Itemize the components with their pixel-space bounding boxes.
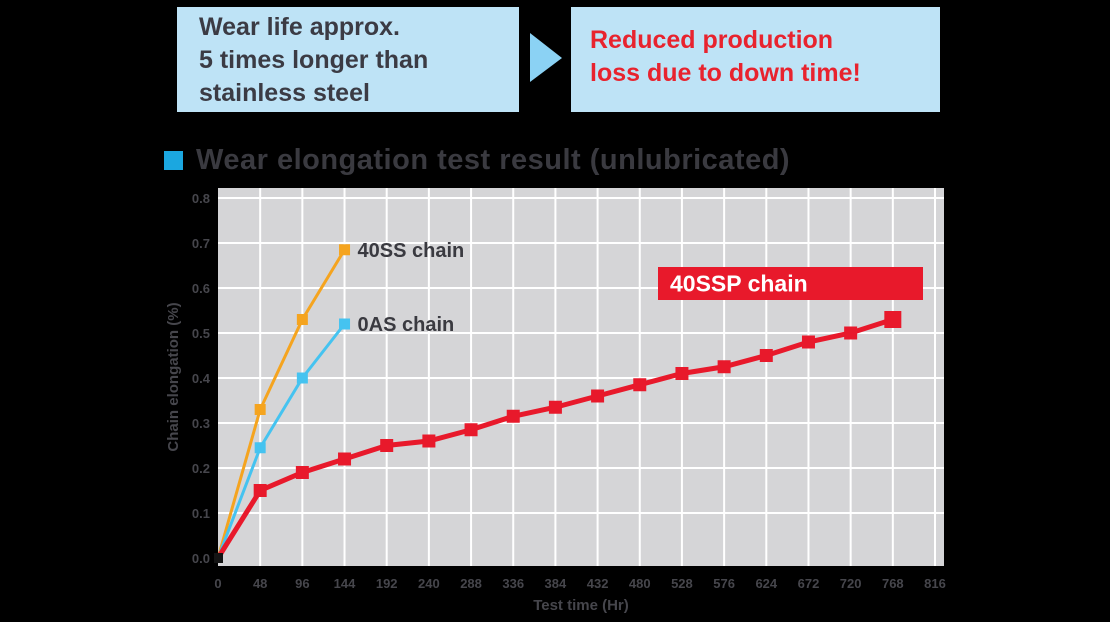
data-point-marker: [675, 367, 689, 380]
x-tick-label: 336: [502, 576, 524, 591]
data-point-marker: [339, 318, 351, 330]
data-point-marker: [296, 314, 308, 325]
data-point-marker: [633, 378, 647, 392]
origin-marker: [214, 553, 223, 563]
x-tick-label: 384: [545, 576, 567, 591]
y-tick-label: 0.8: [192, 191, 210, 206]
data-point-marker: [338, 452, 352, 466]
data-point-marker: [254, 442, 266, 454]
data-point-marker: [506, 409, 520, 423]
y-tick-label: 0.6: [192, 281, 210, 296]
data-point-marker: [844, 326, 858, 340]
y-tick-label: 0.4: [192, 371, 211, 386]
callout-wear-life-text: Wear life approx. 5 times longer than st…: [199, 13, 429, 107]
section-heading-text: Wear elongation test result (unlubricate…: [196, 144, 791, 176]
data-point-marker: [295, 466, 309, 479]
data-point-marker: [339, 244, 351, 256]
series-label: 40SS chain: [358, 240, 465, 262]
axis-titles: Test time (Hr) Chain elongation (%): [165, 302, 629, 614]
section-heading: Wear elongation test result (unlubricate…: [164, 144, 790, 177]
y-tick-label: 0.3: [192, 416, 210, 431]
y-tick-label: 0.0: [192, 551, 210, 566]
x-tick-label: 672: [798, 576, 820, 591]
y-tick-label: 0.5: [192, 326, 210, 341]
series-label: 40SSP chain: [670, 271, 808, 297]
series-label-box: [658, 267, 923, 300]
tick-labels: 0 48 96 144 192 240 288 336 384 432 480 528 576 624 67…: [192, 191, 946, 591]
series-label: 0AS chain: [358, 314, 455, 336]
arrow-right-icon: [530, 33, 562, 82]
series-40ss-chain: 40SS chain: [216, 240, 465, 559]
data-point-marker: [296, 372, 308, 384]
x-tick-label: 48: [253, 576, 267, 591]
wear-elongation-chart: 0 48 96 144 192 240 288 336 384 432 480 528 576 624 67…: [165, 188, 946, 614]
x-tick-label: 480: [629, 576, 651, 591]
x-tick-label: 288: [460, 576, 482, 591]
data-point-marker: [253, 484, 267, 497]
x-tick-label: 768: [882, 576, 904, 591]
series-line: [216, 323, 346, 559]
bullet-square-icon: [164, 151, 183, 170]
x-tick-label: 96: [295, 576, 309, 591]
x-tick-label: 192: [376, 576, 398, 591]
y-tick-label: 0.1: [192, 506, 210, 521]
series-line: [216, 248, 346, 559]
x-tick-label: 624: [755, 576, 777, 591]
x-tick-label: 0: [214, 576, 221, 591]
data-point-marker: [801, 335, 815, 349]
x-axis-title: Test time (Hr): [533, 597, 629, 614]
data-point-marker: [591, 389, 605, 403]
x-tick-label: 240: [418, 576, 440, 591]
data-point-marker: [717, 360, 731, 374]
y-axis-title: Chain elongation (%): [165, 302, 182, 451]
series-0as-chain: 0AS chain: [216, 314, 455, 559]
y-tick-label: 0.2: [192, 461, 210, 476]
data-point-marker: [548, 400, 562, 414]
callout-wear-life: Wear life approx. 5 times longer than st…: [177, 7, 519, 112]
callout-reduced-loss-text: Reduced production loss due to down time…: [590, 26, 861, 87]
x-tick-label: 720: [840, 576, 862, 591]
series-40ssp-chain: 40SSP chain: [215, 267, 923, 560]
callout-reduced-loss: Reduced production loss due to down time…: [571, 7, 940, 112]
data-point-marker: [254, 404, 266, 415]
x-tick-label: 144: [334, 576, 356, 591]
data-point-marker: [380, 439, 394, 452]
data-point-marker: [422, 434, 436, 448]
x-tick-label: 432: [587, 576, 609, 591]
y-tick-label: 0.7: [192, 236, 210, 251]
x-tick-label: 528: [671, 576, 693, 591]
data-point-marker: [464, 423, 478, 437]
data-point-marker: [884, 311, 902, 328]
data-point-marker: [759, 349, 773, 362]
x-tick-label: 576: [713, 576, 735, 591]
x-tick-label: 816: [924, 576, 946, 591]
